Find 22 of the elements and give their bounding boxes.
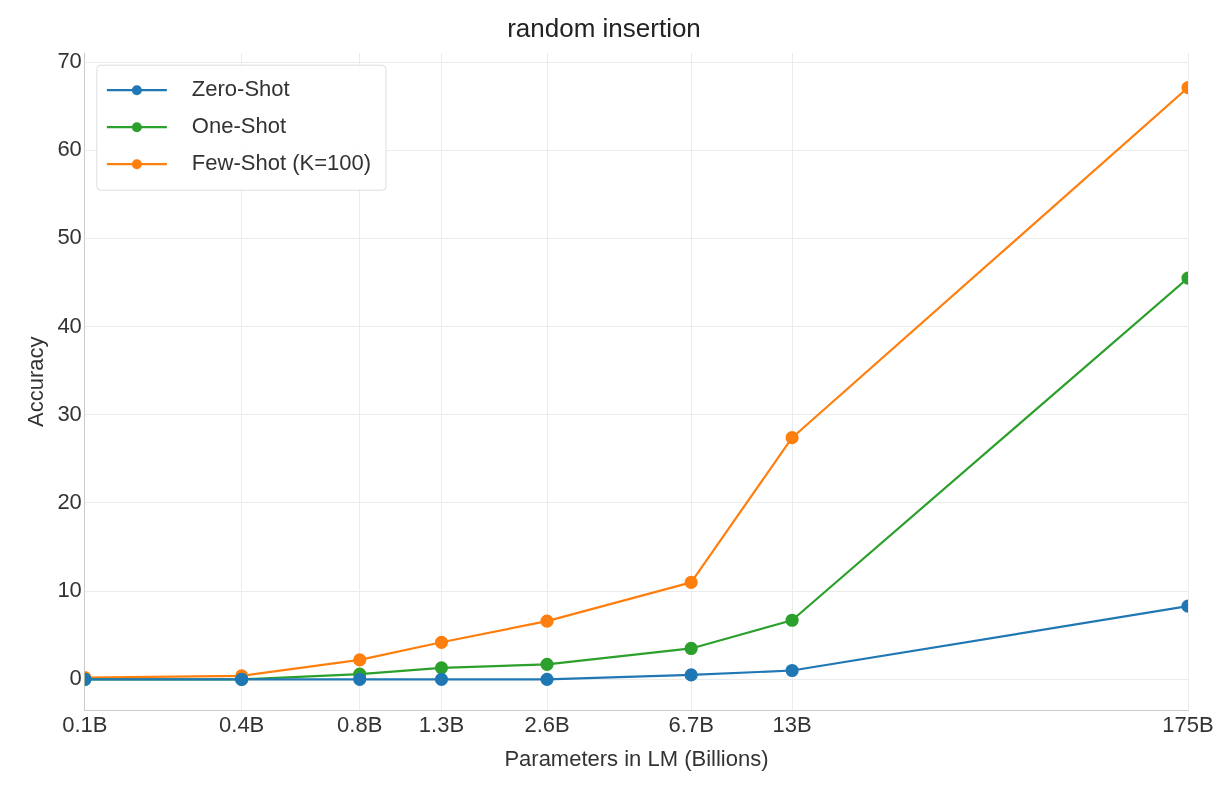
y-axis-title: Accuracy <box>23 336 49 427</box>
y-tick-label: 30 <box>57 400 82 426</box>
y-tick-label: 10 <box>57 577 82 603</box>
x-tick-label: 2.6B <box>524 712 570 738</box>
chart-title: random insertion <box>507 12 701 43</box>
y-tick-label: 20 <box>57 489 82 515</box>
legend-label: Zero-Shot <box>191 76 290 102</box>
x-tick-label: 175B <box>1162 712 1214 738</box>
x-tick-label: 6.7B <box>668 712 714 738</box>
x-tick-label: 0.8B <box>337 712 383 738</box>
x-tick-label: 0.4B <box>219 712 265 738</box>
x-axis-title: Parameters in LM (Billions) <box>504 745 769 771</box>
y-tick-label: 40 <box>57 312 82 338</box>
y-tick-label: 0 <box>69 665 82 691</box>
x-tick-label: 13B <box>772 712 812 738</box>
x-tick-label: 0.1B <box>62 712 108 738</box>
legend-label: Few-Shot (K=100) <box>191 150 372 176</box>
legend-label: One-Shot <box>191 113 287 139</box>
y-tick-label: 70 <box>57 48 82 74</box>
y-tick-label: 50 <box>57 224 82 250</box>
y-tick-label: 60 <box>57 136 82 162</box>
x-tick-label: 1.3B <box>418 712 465 738</box>
